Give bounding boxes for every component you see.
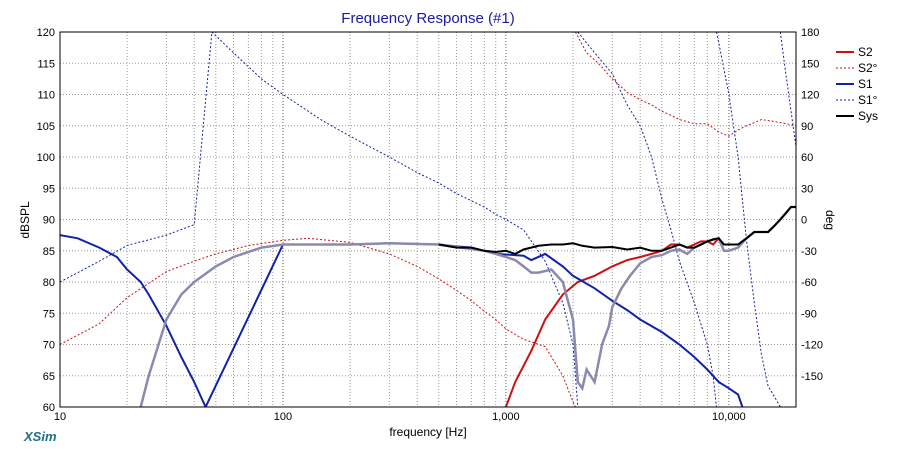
y2-tick-label: 60 xyxy=(801,152,813,164)
y-tick-label: 105 xyxy=(37,121,55,133)
x-tick-label: 1,000 xyxy=(492,411,520,423)
legend-label: S2 xyxy=(858,45,873,59)
y2-tick-label: 180 xyxy=(801,27,819,39)
x-tick-label: 10,000 xyxy=(712,411,746,423)
y2-tick-label: 150 xyxy=(801,58,819,70)
y2-tick-label: -90 xyxy=(801,308,817,320)
series-line-s2-phase xyxy=(60,32,796,407)
y2-axis-ticks: -150 -120 -90 -60 -30 0 30 60 90 120 150 180 xyxy=(801,27,823,383)
legend: S2 S2° S1 S1° Sys xyxy=(836,45,878,123)
y-tick-label: 80 xyxy=(43,277,55,289)
y-tick-label: 65 xyxy=(43,371,55,383)
y-tick-label: 60 xyxy=(43,402,55,414)
y2-tick-label: 120 xyxy=(801,90,819,102)
chart-title: Frequency Response (#1) xyxy=(341,10,514,27)
x-axis-ticks: 10 100 1,000 10,000 xyxy=(54,411,746,423)
series-line-sys xyxy=(438,206,796,255)
legend-label: S1° xyxy=(858,93,878,107)
y-axis-label: dBSPL xyxy=(18,201,32,239)
x-tick-label: 10 xyxy=(54,411,66,423)
y2-tick-label: 30 xyxy=(801,183,813,195)
y-tick-label: 75 xyxy=(43,308,55,320)
y-tick-label: 85 xyxy=(43,246,55,258)
legend-label: S1 xyxy=(858,77,873,91)
legend-label: Sys xyxy=(858,109,878,123)
brand-logo: XSim xyxy=(23,429,57,444)
series-line-s1-phase xyxy=(60,32,796,407)
y-tick-label: 115 xyxy=(37,58,55,70)
y-axis-ticks: 60 65 70 75 80 85 90 95 100 105 110 115 120 xyxy=(37,27,55,414)
legend-label: S2° xyxy=(858,61,878,75)
y-tick-label: 120 xyxy=(37,27,55,39)
y-tick-label: 110 xyxy=(37,90,55,102)
plot-lines xyxy=(60,32,796,407)
series-line-combined-gray xyxy=(139,205,796,407)
y2-tick-label: -60 xyxy=(801,277,817,289)
y2-tick-label: 0 xyxy=(801,215,807,227)
x-axis-label: frequency [Hz] xyxy=(389,425,466,439)
y2-tick-label: -150 xyxy=(801,371,823,383)
y2-tick-label: -120 xyxy=(801,340,823,352)
x-tick-label: 100 xyxy=(274,411,292,423)
y2-axis-label: deg xyxy=(823,210,837,230)
y-tick-label: 90 xyxy=(43,215,55,227)
y-tick-label: 95 xyxy=(43,183,55,195)
y2-tick-label: -30 xyxy=(801,246,817,258)
plot-frame xyxy=(59,31,797,408)
y2-tick-label: 90 xyxy=(801,121,813,133)
y-tick-label: 100 xyxy=(37,152,55,164)
y-tick-label: 70 xyxy=(43,340,55,352)
